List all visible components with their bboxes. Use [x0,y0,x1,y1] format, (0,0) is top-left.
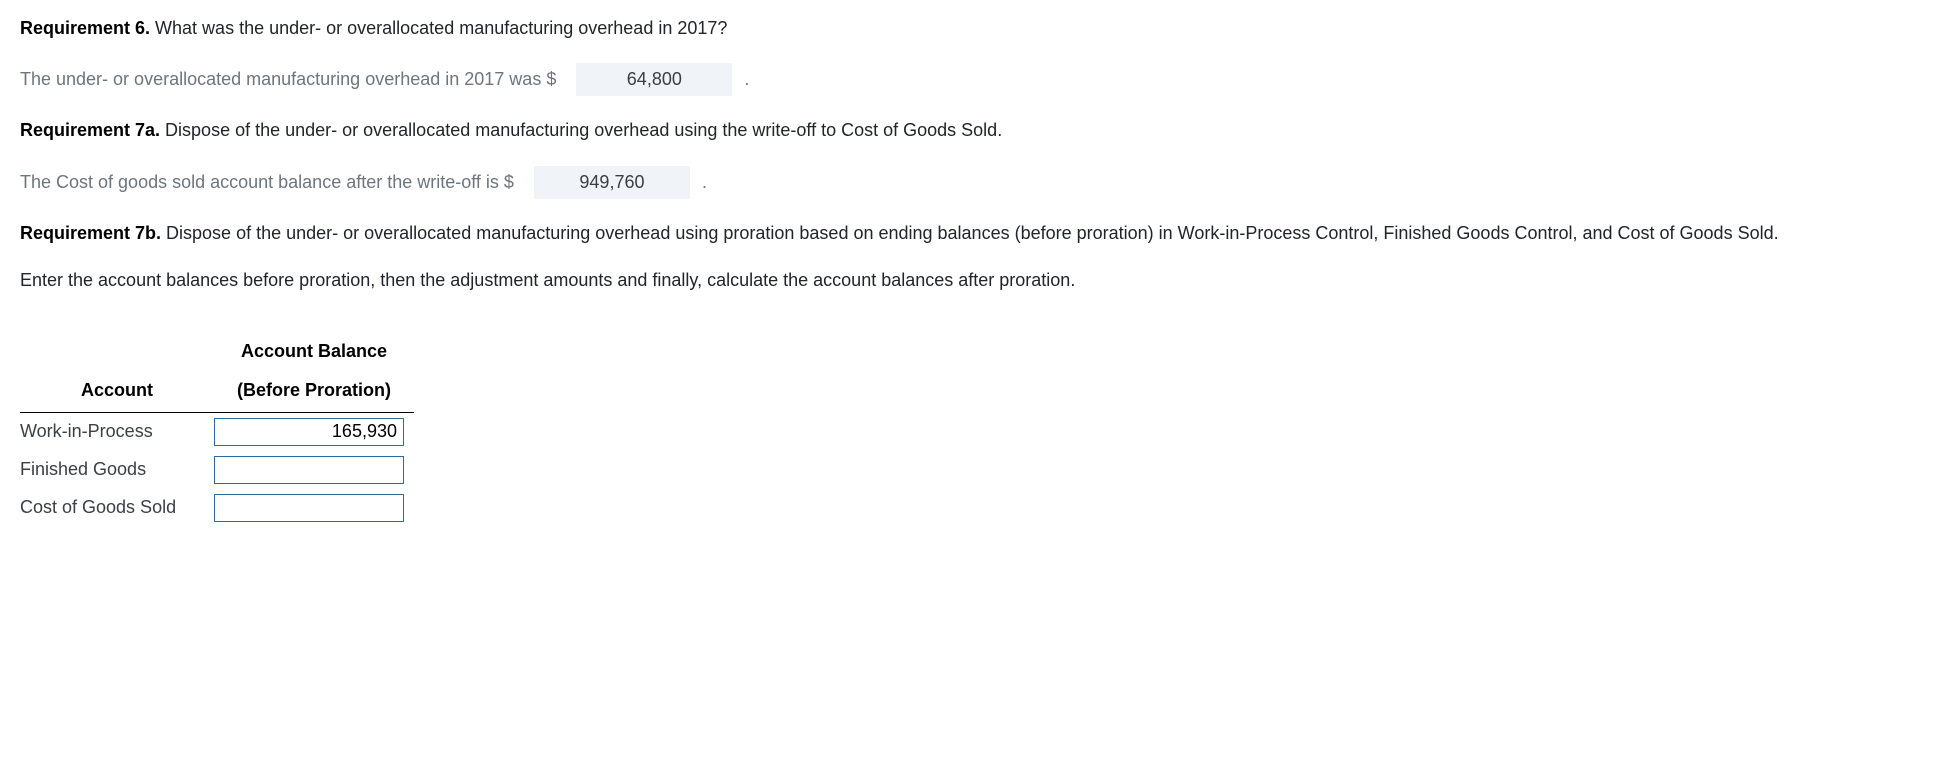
requirement-6-answer-lead: The under- or overallocated manufacturin… [20,67,556,92]
row-label-wip: Work-in-Process [20,412,214,451]
requirement-7b-instruction: Enter the account balances before prorat… [20,268,1924,293]
requirement-7a-label: Requirement 7a. [20,120,160,140]
table-header-account: Account [20,372,214,412]
fg-before-input[interactable] [214,456,404,484]
requirement-6-label: Requirement 6. [20,18,150,38]
requirement-7b-prompt: Requirement 7b. Dispose of the under- or… [20,221,1924,246]
requirement-7a-text: Dispose of the under- or overallocated m… [160,120,1002,140]
requirement-6-prompt: Requirement 6. What was the under- or ov… [20,16,1924,41]
requirement-7a-answer-lead: The Cost of goods sold account balance a… [20,170,514,195]
table-row: Finished Goods [20,451,414,489]
requirement-7b-label: Requirement 7b. [20,223,161,243]
row-label-cogs: Cost of Goods Sold [20,489,214,527]
cogs-before-input[interactable] [214,494,404,522]
requirement-6-value[interactable]: 64,800 [576,63,732,96]
proration-table: Account Balance Account (Before Proratio… [20,333,414,526]
requirement-6-answer-line: The under- or overallocated manufacturin… [20,63,1924,96]
requirement-7a-prompt: Requirement 7a. Dispose of the under- or… [20,118,1924,143]
requirement-7a-trail: . [702,170,707,195]
wip-before-input[interactable]: 165,930 [214,418,404,446]
row-label-fg: Finished Goods [20,451,214,489]
requirement-7a-value[interactable]: 949,760 [534,166,690,199]
table-row: Work-in-Process 165,930 [20,412,414,451]
requirement-6-text: What was the under- or overallocated man… [150,18,727,38]
table-header-before: (Before Proration) [214,372,414,412]
requirement-7a-answer-line: The Cost of goods sold account balance a… [20,166,1924,199]
requirement-7b-text: Dispose of the under- or overallocated m… [161,223,1779,243]
requirement-6-trail: . [744,67,749,92]
table-header-balance-top: Account Balance [214,333,414,372]
table-row: Cost of Goods Sold [20,489,414,527]
